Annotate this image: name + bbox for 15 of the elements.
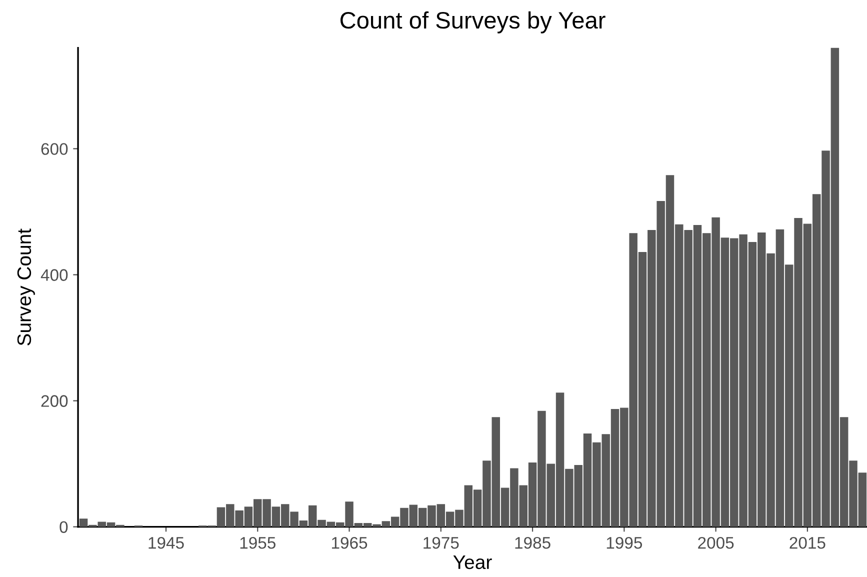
x-tick-label: 1955 <box>240 536 276 549</box>
y-tick-label: 600 <box>41 143 68 155</box>
y-axis-title: Survey Count <box>17 228 35 346</box>
x-tick-label: 1965 <box>332 536 368 549</box>
x-axis-title: Year <box>453 556 492 570</box>
x-tick-label: 1985 <box>515 536 550 549</box>
chart-title: Count of Surveys by Year <box>340 11 606 34</box>
x-tick-label: 2015 <box>790 536 826 549</box>
y-tick-label: 400 <box>40 269 68 281</box>
x-tick-label: 1945 <box>148 536 184 549</box>
x-tick-label: 1995 <box>606 536 642 549</box>
x-tick-label: 1975 <box>424 536 459 549</box>
y-tick-label: 0 <box>60 521 68 534</box>
y-tick-label: 200 <box>41 395 68 407</box>
x-tick-label: 2005 <box>698 536 734 549</box>
